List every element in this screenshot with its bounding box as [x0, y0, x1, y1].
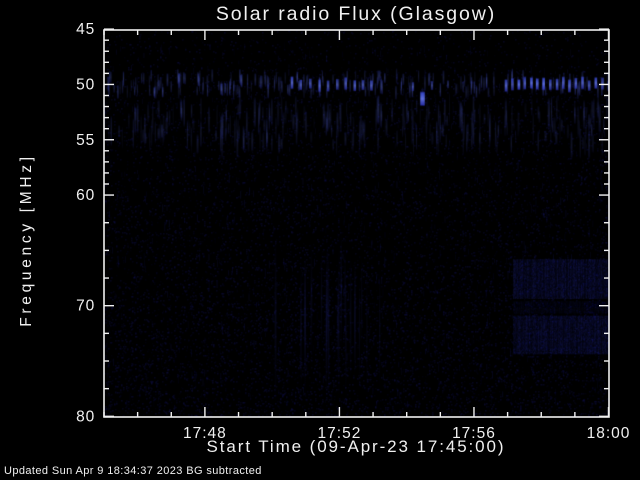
svg-text:60: 60 — [76, 187, 95, 204]
svg-text:45: 45 — [76, 21, 95, 38]
svg-text:55: 55 — [76, 132, 95, 149]
svg-text:17:52: 17:52 — [318, 425, 362, 442]
svg-text:70: 70 — [76, 298, 95, 315]
svg-text:18:00: 18:00 — [587, 425, 631, 442]
svg-text:80: 80 — [76, 408, 95, 425]
svg-text:Frequency [MHz]: Frequency [MHz] — [18, 153, 35, 327]
svg-text:Updated Sun Apr 9 18:34:37 20: Updated Sun Apr 9 18:34:37 2023 BG subtr… — [4, 465, 262, 477]
svg-text:17:56: 17:56 — [452, 425, 496, 442]
svg-text:Solar radio Flux (Glasgow): Solar radio Flux (Glasgow) — [216, 3, 496, 25]
svg-text:17:48: 17:48 — [183, 425, 227, 442]
svg-text:50: 50 — [76, 76, 95, 93]
